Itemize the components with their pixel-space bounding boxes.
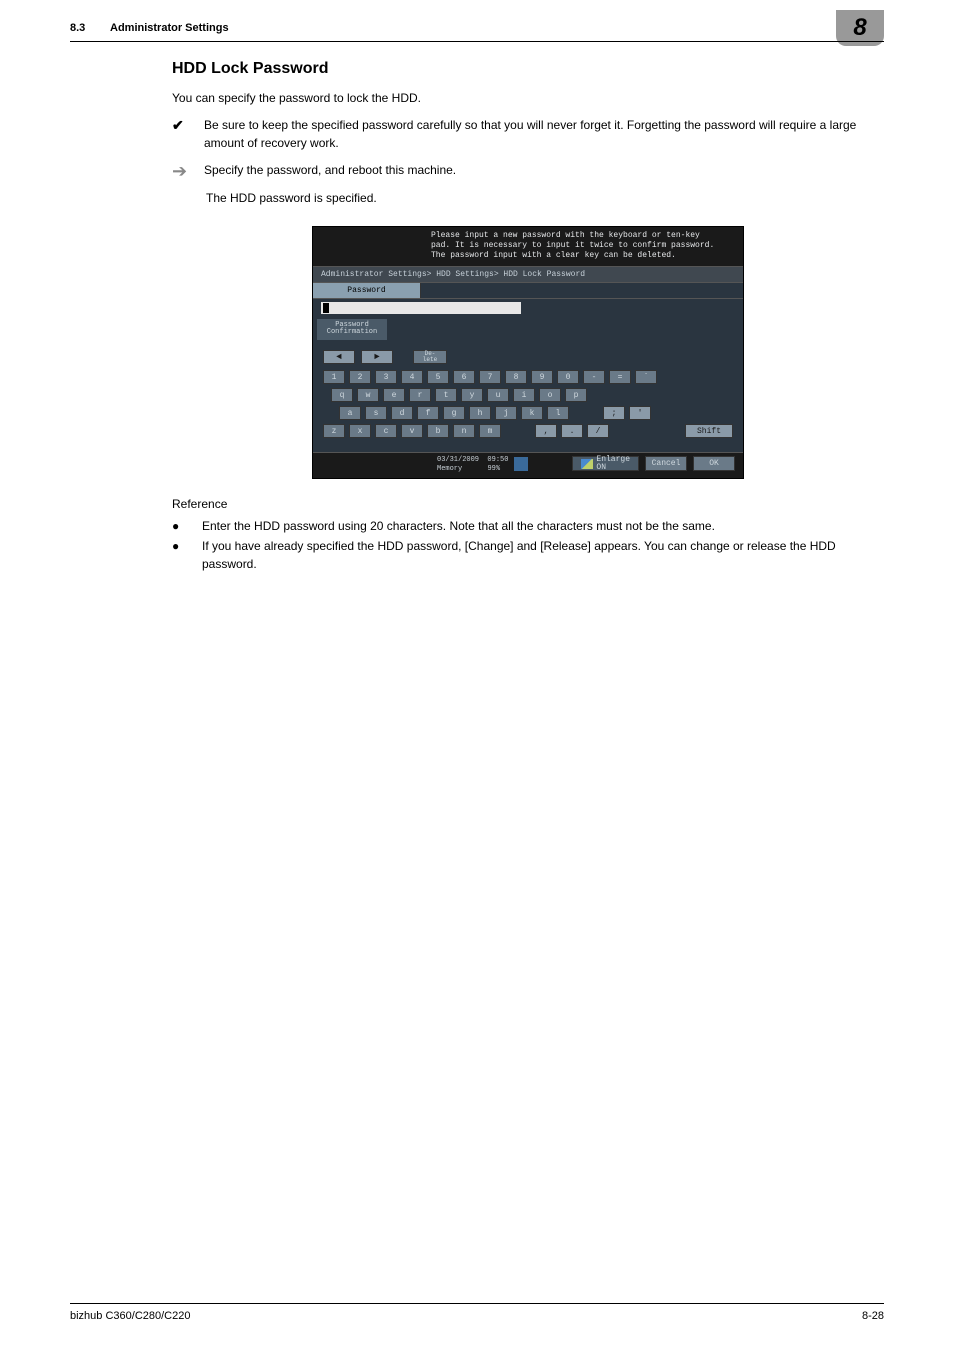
tab-bar: Password bbox=[313, 283, 743, 299]
key-q[interactable]: q bbox=[331, 388, 353, 402]
list-item: ● Enter the HDD password using 20 charac… bbox=[172, 517, 884, 535]
key-comma[interactable]: , bbox=[535, 424, 557, 438]
section-title: Administrator Settings bbox=[110, 22, 229, 34]
bullet-icon: ● bbox=[172, 517, 180, 535]
key-b[interactable]: b bbox=[427, 424, 449, 438]
key-k[interactable]: k bbox=[521, 406, 543, 420]
status-icon bbox=[514, 457, 528, 471]
key-backtick[interactable]: ` bbox=[635, 370, 657, 384]
step-item: ➔ Specify the password, and reboot this … bbox=[172, 162, 884, 180]
key-t[interactable]: t bbox=[435, 388, 457, 402]
instruction-line-1: Please input a new password with the key… bbox=[431, 231, 714, 241]
key-h[interactable]: h bbox=[469, 406, 491, 420]
onscreen-keyboard: ◄ ► De- lete 1 2 3 4 5 6 7 8 9 0 - bbox=[313, 342, 743, 452]
key-p[interactable]: p bbox=[565, 388, 587, 402]
header-rule bbox=[70, 41, 884, 42]
key-y[interactable]: y bbox=[461, 388, 483, 402]
bullet-text-2: If you have already specified the HDD pa… bbox=[202, 537, 884, 573]
key-j[interactable]: j bbox=[495, 406, 517, 420]
datetime-display: 03/31/2009 09:50 Memory 99% bbox=[437, 456, 508, 473]
instruction-banner: Please input a new password with the key… bbox=[313, 227, 743, 266]
page-number: 8-28 bbox=[862, 1310, 884, 1322]
breadcrumb: Administrator Settings> HDD Settings> HD… bbox=[313, 266, 743, 283]
key-4[interactable]: 4 bbox=[401, 370, 423, 384]
key-c[interactable]: c bbox=[375, 424, 397, 438]
key-s[interactable]: s bbox=[365, 406, 387, 420]
keyboard-row-1: 1 2 3 4 5 6 7 8 9 0 - = ` bbox=[323, 370, 733, 384]
keyboard-row-2: q w e r t y u i o p bbox=[331, 388, 733, 402]
bullet-icon: ● bbox=[172, 537, 180, 573]
key-u[interactable]: u bbox=[487, 388, 509, 402]
prerequisite-text: Be sure to keep the specified password c… bbox=[204, 117, 884, 152]
check-icon: ✔ bbox=[172, 117, 186, 152]
key-a[interactable]: a bbox=[339, 406, 361, 420]
bullet-text-1: Enter the HDD password using 20 characte… bbox=[202, 517, 715, 535]
key-v[interactable]: v bbox=[401, 424, 423, 438]
password-input-row bbox=[313, 299, 743, 317]
key-equals[interactable]: = bbox=[609, 370, 631, 384]
product-name: bizhub C360/C280/C220 bbox=[70, 1310, 190, 1322]
cursor-left-button[interactable]: ◄ bbox=[323, 350, 355, 364]
key-1[interactable]: 1 bbox=[323, 370, 345, 384]
result-text: The HDD password is specified. bbox=[206, 190, 884, 207]
prerequisite-item: ✔ Be sure to keep the specified password… bbox=[172, 117, 884, 152]
key-2[interactable]: 2 bbox=[349, 370, 371, 384]
ok-button[interactable]: OK bbox=[693, 456, 735, 471]
page-heading: HDD Lock Password bbox=[172, 60, 884, 78]
key-r[interactable]: r bbox=[409, 388, 431, 402]
device-screenshot: Please input a new password with the key… bbox=[312, 226, 744, 479]
list-item: ● If you have already specified the HDD … bbox=[172, 537, 884, 573]
key-apostrophe[interactable]: ' bbox=[629, 406, 651, 420]
step-text: Specify the password, and reboot this ma… bbox=[204, 162, 456, 180]
key-slash[interactable]: / bbox=[587, 424, 609, 438]
instruction-line-2: pad. It is necessary to input it twice t… bbox=[431, 241, 714, 251]
intro-paragraph: You can specify the password to lock the… bbox=[172, 90, 884, 107]
key-8[interactable]: 8 bbox=[505, 370, 527, 384]
key-d[interactable]: d bbox=[391, 406, 413, 420]
page-footer: bizhub C360/C280/C220 8-28 bbox=[70, 1303, 884, 1322]
key-f[interactable]: f bbox=[417, 406, 439, 420]
arrow-icon: ➔ bbox=[172, 162, 186, 180]
cancel-button[interactable]: Cancel bbox=[645, 456, 687, 471]
key-z[interactable]: z bbox=[323, 424, 345, 438]
instruction-line-3: The password input with a clear key can … bbox=[431, 251, 714, 261]
key-0[interactable]: 0 bbox=[557, 370, 579, 384]
screenshot-container: Please input a new password with the key… bbox=[172, 226, 884, 479]
delete-button[interactable]: De- lete bbox=[413, 350, 447, 364]
key-n[interactable]: n bbox=[453, 424, 475, 438]
keyboard-row-3: a s d f g h j k l ; ' bbox=[339, 406, 733, 420]
key-7[interactable]: 7 bbox=[479, 370, 501, 384]
cursor-right-button[interactable]: ► bbox=[361, 350, 393, 364]
password-confirmation-button[interactable]: Password Confirmation bbox=[317, 319, 387, 340]
key-m[interactable]: m bbox=[479, 424, 501, 438]
key-semicolon[interactable]: ; bbox=[603, 406, 625, 420]
key-w[interactable]: w bbox=[357, 388, 379, 402]
key-g[interactable]: g bbox=[443, 406, 465, 420]
key-l[interactable]: l bbox=[547, 406, 569, 420]
enlarge-icon bbox=[581, 459, 593, 469]
enlarge-button[interactable]: EnlargeON bbox=[572, 456, 639, 471]
status-bar: 03/31/2009 09:50 Memory 99% EnlargeON Ca… bbox=[313, 452, 743, 478]
key-o[interactable]: o bbox=[539, 388, 561, 402]
tab-password[interactable]: Password bbox=[313, 283, 421, 298]
key-i[interactable]: i bbox=[513, 388, 535, 402]
reference-list: ● Enter the HDD password using 20 charac… bbox=[172, 517, 884, 573]
key-3[interactable]: 3 bbox=[375, 370, 397, 384]
password-input[interactable] bbox=[321, 302, 521, 314]
shift-button[interactable]: Shift bbox=[685, 424, 733, 438]
key-9[interactable]: 9 bbox=[531, 370, 553, 384]
key-minus[interactable]: - bbox=[583, 370, 605, 384]
keyboard-row-4: z x c v b n m , . / Shift bbox=[323, 424, 733, 438]
reference-label: Reference bbox=[172, 497, 884, 511]
section-number: 8.3 bbox=[70, 22, 85, 34]
key-5[interactable]: 5 bbox=[427, 370, 449, 384]
text-cursor bbox=[323, 303, 329, 313]
key-e[interactable]: e bbox=[383, 388, 405, 402]
key-x[interactable]: x bbox=[349, 424, 371, 438]
key-6[interactable]: 6 bbox=[453, 370, 475, 384]
key-period[interactable]: . bbox=[561, 424, 583, 438]
content-area: HDD Lock Password You can specify the pa… bbox=[172, 60, 884, 575]
